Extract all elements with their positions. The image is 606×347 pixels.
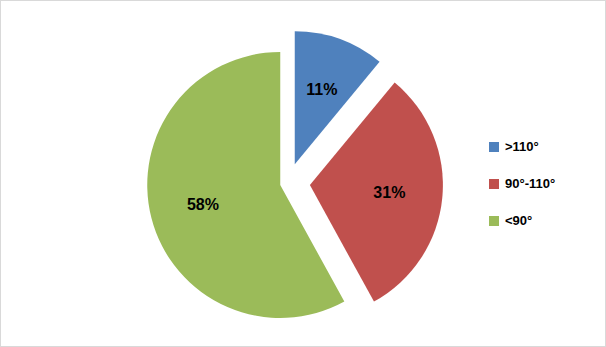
html-text:90°-110°: 90°-110° <box>505 176 556 191</box>
svg-text:58%: 58% <box>187 196 219 213</box>
svg-text:31%: 31% <box>373 184 405 201</box>
html-text:<90°: <90° <box>505 213 533 228</box>
svg-text:11%: 11% <box>306 81 337 98</box>
html-text:>110°: >110° <box>505 139 539 154</box>
